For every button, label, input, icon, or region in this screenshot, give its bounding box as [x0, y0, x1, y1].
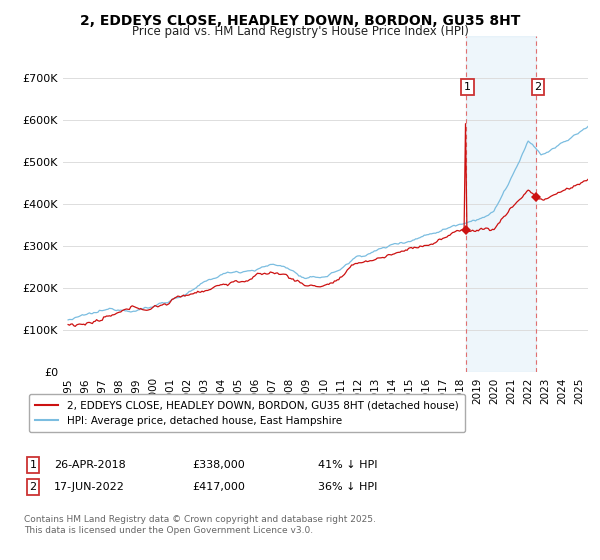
Text: 41% ↓ HPI: 41% ↓ HPI: [318, 460, 377, 470]
Text: 2: 2: [535, 82, 541, 92]
Text: Price paid vs. HM Land Registry's House Price Index (HPI): Price paid vs. HM Land Registry's House …: [131, 25, 469, 38]
Text: 2: 2: [29, 482, 37, 492]
Legend: 2, EDDEYS CLOSE, HEADLEY DOWN, BORDON, GU35 8HT (detached house), HPI: Average p: 2, EDDEYS CLOSE, HEADLEY DOWN, BORDON, G…: [29, 394, 465, 432]
Text: 2, EDDEYS CLOSE, HEADLEY DOWN, BORDON, GU35 8HT: 2, EDDEYS CLOSE, HEADLEY DOWN, BORDON, G…: [80, 14, 520, 28]
Text: 1: 1: [464, 82, 471, 92]
Text: 1: 1: [29, 460, 37, 470]
Text: 36% ↓ HPI: 36% ↓ HPI: [318, 482, 377, 492]
Text: 26-APR-2018: 26-APR-2018: [54, 460, 126, 470]
Bar: [466, 36, 536, 372]
Text: Contains HM Land Registry data © Crown copyright and database right 2025.
This d: Contains HM Land Registry data © Crown c…: [24, 515, 376, 535]
Text: £417,000: £417,000: [192, 482, 245, 492]
Text: £338,000: £338,000: [192, 460, 245, 470]
Text: 17-JUN-2022: 17-JUN-2022: [54, 482, 125, 492]
